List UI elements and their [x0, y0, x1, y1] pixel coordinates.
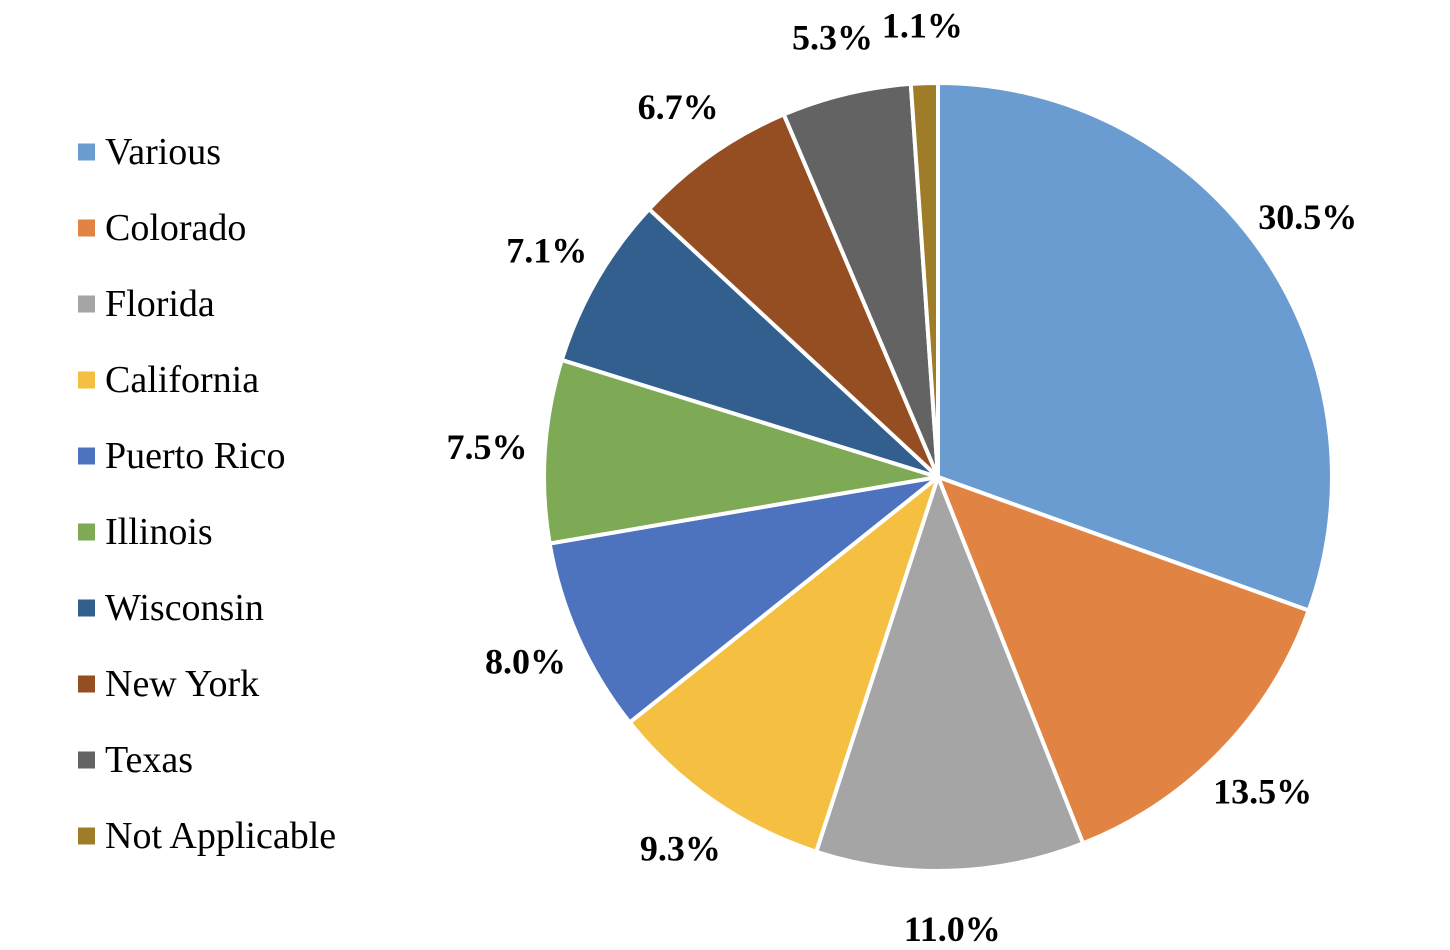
pie-slice-wisconsin: [559, 207, 940, 479]
pie-slice-colorado: [936, 475, 1311, 846]
legend-label-california: California: [105, 359, 259, 401]
pie-slice-puerto-rico: [547, 475, 940, 725]
data-label-not-applicable: 1.1%: [882, 5, 963, 45]
legend-label-wisconsin: Wisconsin: [105, 587, 264, 629]
data-label-new-york: 6.7%: [638, 87, 719, 127]
legend-swatch-various: [78, 143, 95, 161]
legend-swatch-new-york: [78, 675, 95, 693]
legend-label-various: Various: [105, 131, 221, 173]
legend-label-not-applicable: Not Applicable: [105, 815, 336, 857]
data-label-california: 9.3%: [640, 828, 721, 868]
data-label-wisconsin: 7.1%: [506, 231, 587, 271]
data-label-texas: 5.3%: [792, 17, 873, 57]
legend-label-illinois: Illinois: [105, 511, 213, 553]
legend-label-new-york: New York: [105, 663, 259, 705]
data-label-puerto-rico: 8.0%: [485, 642, 566, 682]
legend-swatch-texas: [78, 751, 95, 769]
pie-slice-various: [936, 81, 1334, 613]
legend: Various Colorado Florida California Puerto R…: [78, 131, 336, 857]
data-label-various: 30.5%: [1258, 197, 1357, 237]
data-label-illinois: 7.5%: [446, 427, 527, 467]
legend-swatch-wisconsin: [78, 599, 95, 617]
data-labels: 30.5% 13.5% 11.0% 9.3% 8.0% 7.5% 7.1% 6.7% 5.3% 1…: [446, 5, 1357, 949]
legend-label-colorado: Colorado: [105, 207, 246, 249]
pie-slice-new-york: [647, 112, 940, 479]
legend-swatch-not-applicable: [78, 827, 95, 845]
legend-label-puerto-rico: Puerto Rico: [105, 435, 285, 477]
pie-slices: [542, 81, 1334, 873]
legend-swatch-puerto-rico: [78, 447, 95, 465]
legend-swatch-illinois: [78, 523, 95, 541]
legend-label-florida: Florida: [105, 283, 215, 325]
legend-swatch-colorado: [78, 219, 95, 237]
pie-slice-illinois: [542, 357, 940, 546]
legend-swatch-california: [78, 371, 95, 389]
legend-swatch-florida: [78, 295, 95, 313]
pie-slice-florida: [814, 475, 1086, 873]
pie-slice-california: [627, 475, 940, 854]
data-label-florida: 11.0%: [904, 909, 1001, 949]
data-label-colorado: 13.5%: [1213, 772, 1312, 812]
legend-label-texas: Texas: [105, 739, 193, 781]
pie-slice-not-applicable: [908, 81, 940, 479]
